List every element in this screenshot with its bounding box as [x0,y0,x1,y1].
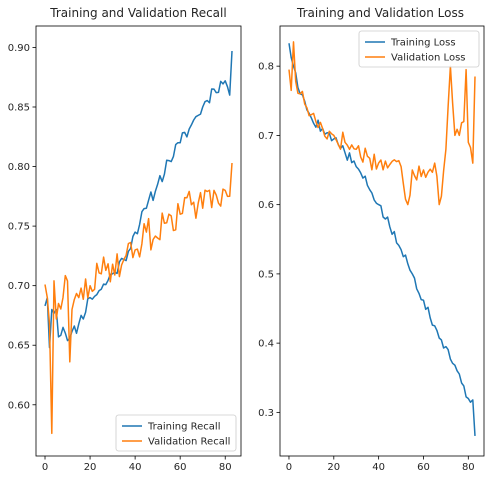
recall-y-tick-label: 0.65 [8,341,30,352]
recall-y-tick-label: 0.90 [8,43,30,54]
loss-y-tick-label: 0.5 [258,269,274,280]
recall-x-tick-label: 20 [84,462,97,473]
recall-chart-title: Training and Validation Recall [49,6,226,20]
loss-legend-box [358,30,480,68]
loss-series-validation-line [288,41,476,206]
recall-x-tick-label: 40 [129,462,142,473]
loss-chart-frame [279,25,485,457]
loss-y-tick-label: 0.4 [258,339,274,350]
loss-chart-title: Training and Validation Loss [296,6,464,20]
recall-chart-frame [35,25,242,457]
recall-y-tick-label: 0.80 [8,162,30,173]
recall-chart-legend: Training Recall Validation Recall [115,414,237,452]
loss-chart: Training and Validation Loss 0 20 40 60 80 0.… [258,6,485,473]
recall-y-tick-label: 0.60 [8,400,30,411]
recall-y-tick-label: 0.70 [8,281,30,292]
recall-y-tick-label: 0.75 [8,222,30,233]
recall-x-tick-label: 80 [219,462,232,473]
loss-y-tick-label: 0.7 [258,131,274,142]
loss-y-tick-label: 0.8 [258,62,274,73]
recall-chart: Training and Validation Recall 0 20 40 60 80… [8,6,242,473]
recall-chart-ticks: 0 20 40 60 80 0.60 0.65 0.70 0.75 0.80 0.85 0.90 [8,43,232,473]
recall-series-training-line [44,50,233,349]
loss-y-tick-label: 0.6 [258,200,274,211]
loss-chart-ticks: 0 20 40 60 80 0.3 0.4 0.5 0.6 0.7 0.8 [258,62,475,473]
recall-x-tick-label: 0 [42,462,48,473]
recall-legend-label: Training Recall [147,422,220,433]
loss-x-tick-label: 60 [417,462,430,473]
loss-y-tick-label: 0.3 [258,408,274,419]
loss-x-tick-label: 80 [462,462,475,473]
recall-legend-label: Validation Recall [148,437,230,448]
loss-chart-legend: Training Loss Validation Loss [358,30,480,68]
loss-chart-lines [288,41,476,436]
loss-legend-label: Validation Loss [391,53,466,64]
recall-series-validation-line [44,162,233,435]
recall-x-tick-label: 60 [174,462,187,473]
loss-series-training-line [288,43,476,436]
loss-x-tick-label: 20 [327,462,340,473]
recall-chart-lines [44,50,233,435]
loss-x-tick-label: 0 [286,462,292,473]
loss-legend-label: Training Loss [390,38,456,49]
recall-y-tick-label: 0.85 [8,102,30,113]
loss-x-tick-label: 40 [372,462,385,473]
recall-legend-box [115,414,237,452]
